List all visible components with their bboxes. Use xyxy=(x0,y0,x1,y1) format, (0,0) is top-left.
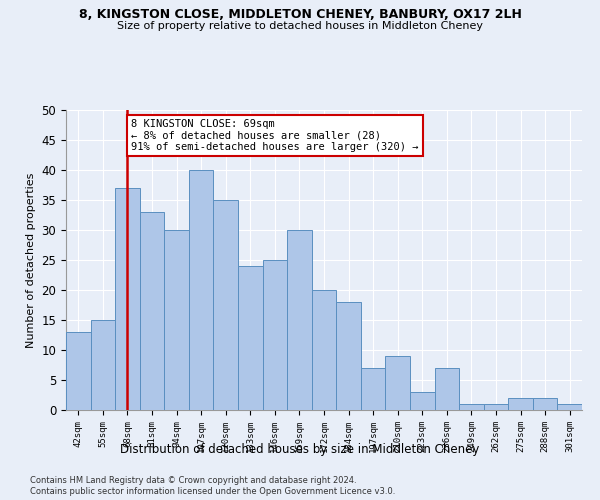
Bar xyxy=(557,404,582,410)
Bar xyxy=(263,260,287,410)
Bar xyxy=(484,404,508,410)
Bar xyxy=(66,332,91,410)
Text: 8 KINGSTON CLOSE: 69sqm
← 8% of detached houses are smaller (28)
91% of semi-det: 8 KINGSTON CLOSE: 69sqm ← 8% of detached… xyxy=(131,119,419,152)
Bar xyxy=(238,266,263,410)
Bar xyxy=(189,170,214,410)
Bar xyxy=(164,230,189,410)
Bar xyxy=(115,188,140,410)
Bar xyxy=(312,290,336,410)
Text: 8, KINGSTON CLOSE, MIDDLETON CHENEY, BANBURY, OX17 2LH: 8, KINGSTON CLOSE, MIDDLETON CHENEY, BAN… xyxy=(79,8,521,20)
Bar xyxy=(214,200,238,410)
Text: Contains public sector information licensed under the Open Government Licence v3: Contains public sector information licen… xyxy=(30,487,395,496)
Bar xyxy=(533,398,557,410)
Bar xyxy=(410,392,434,410)
Bar xyxy=(508,398,533,410)
Bar xyxy=(459,404,484,410)
Text: Contains HM Land Registry data © Crown copyright and database right 2024.: Contains HM Land Registry data © Crown c… xyxy=(30,476,356,485)
Bar xyxy=(434,368,459,410)
Bar xyxy=(385,356,410,410)
Text: Distribution of detached houses by size in Middleton Cheney: Distribution of detached houses by size … xyxy=(121,442,479,456)
Bar xyxy=(287,230,312,410)
Bar xyxy=(91,320,115,410)
Bar xyxy=(361,368,385,410)
Y-axis label: Number of detached properties: Number of detached properties xyxy=(26,172,36,348)
Text: Size of property relative to detached houses in Middleton Cheney: Size of property relative to detached ho… xyxy=(117,21,483,31)
Bar xyxy=(336,302,361,410)
Bar xyxy=(140,212,164,410)
